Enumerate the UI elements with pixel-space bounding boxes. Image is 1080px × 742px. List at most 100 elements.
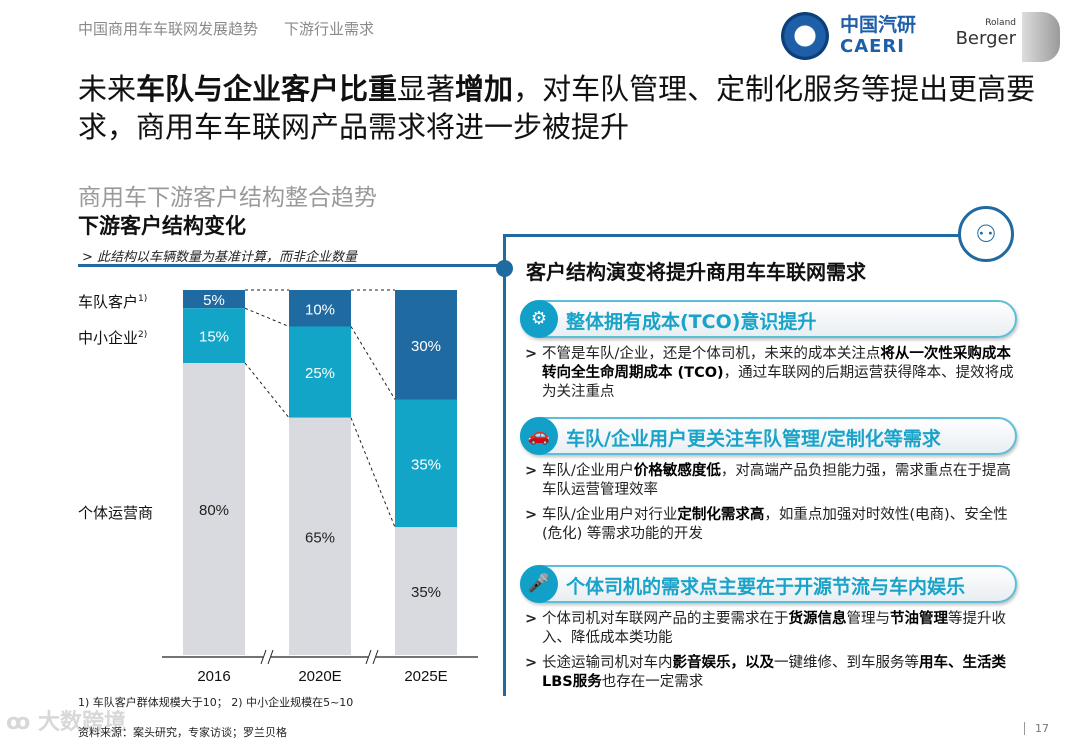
watermark: ꝏ 大数跨境 [6, 710, 127, 735]
axis-break-mark [365, 649, 372, 665]
text: 个体司机对车联网产品的主要需求在于 [542, 611, 789, 627]
panel-dot [496, 260, 513, 277]
bar-segment [183, 290, 245, 309]
axis-break-gap [263, 650, 271, 664]
data-label: 15% [199, 329, 229, 346]
data-label: 5% [203, 292, 225, 309]
text: 显著 [397, 72, 456, 106]
caeri-logo-text: 中国汽研 CAERI [840, 14, 916, 58]
roland-berger-logo: Roland Berger [954, 18, 1016, 49]
vehicles-icon: 🚗 [520, 417, 558, 455]
caeri-logo [781, 12, 829, 60]
watermark-text: 大数跨境 [38, 710, 127, 735]
text: ，对高端产品负担能力强，需求重点在于提高车队运营管理效率 [542, 463, 1011, 498]
text: 车队/企业用户 [542, 463, 634, 479]
bullet-item: 不管是车队/企业，还是个体司机，未来的成本关注点将从一次性采购成本转向全生命周期… [525, 345, 1015, 402]
bold-text: 增加 [455, 72, 514, 106]
connector-line [244, 362, 290, 419]
section-title: 商用车下游客户结构整合趋势 [78, 185, 377, 211]
text: ，如重点加强对时效性(电商)、安全性 (危化) 等需求功能的开发 [542, 507, 1008, 542]
bold-text: 车队与企业客户比重 [136, 72, 398, 106]
data-label: 65% [305, 529, 335, 546]
page-title: 未来车队与企业客户比重显著增加，对车队管理、定制化服务等提出更高要求，商用车车联… [78, 70, 1038, 146]
data-label: 30% [411, 338, 441, 355]
text: 未来 [78, 72, 137, 106]
legend-individual: 个体运营商 [78, 502, 153, 523]
text: 也存在一定需求 [601, 674, 704, 690]
bar-segment [289, 326, 351, 418]
text: 车队/企业用户对行业 [542, 507, 678, 523]
bar-segment [395, 399, 457, 528]
text: 等提升收入、降低成本类功能 [542, 611, 1006, 646]
section-title: 车队/企业用户更关注车队管理/定制化等需求 [566, 428, 941, 450]
legend-sup: 2) [138, 330, 148, 340]
page-number: 17 [1024, 722, 1049, 735]
connector-line [350, 326, 396, 400]
bold-text: 货源信息 [788, 611, 847, 627]
bullet-list: 个体司机对车联网产品的主要需求在于货源信息管理与节油管理等提升收入、降低成本类功… [525, 610, 1015, 698]
caeri-cn: 中国汽研 [840, 14, 917, 36]
data-label: 10% [305, 301, 335, 318]
axis-break-mark [267, 649, 274, 665]
divider [78, 264, 506, 267]
panel-heading: 客户结构演变将提升商用车车联网需求 [526, 260, 866, 284]
x-tick-label: 2025E [404, 668, 447, 685]
section-header: ⚙ 整体拥有成本(TCO)意识提升 [520, 300, 1017, 338]
text: 长途运输司机对车内 [542, 655, 673, 671]
bullet-list: 车队/企业用户价格敏感度低，对高端产品负担能力强，需求重点在于提高车队运营管理效… [525, 462, 1015, 550]
section-header: 🚗 车队/企业用户更关注车队管理/定制化等需求 [520, 417, 1017, 455]
section-title: 个体司机的需求点主要在于开源节流与车内娱乐 [566, 576, 966, 598]
bar-segment [395, 527, 457, 655]
chart-subtitle: 下游客户结构变化 [78, 214, 246, 238]
axis-break-mark [372, 649, 379, 665]
rb-top: Roland [985, 18, 1016, 28]
legend-sme: 中小企业2) [78, 327, 147, 348]
bar-segment [395, 290, 457, 400]
bullet-item: 车队/企业用户价格敏感度低，对高端产品负担能力强，需求重点在于提高车队运营管理效… [525, 462, 1015, 500]
x-tick-label: 2016 [197, 668, 230, 685]
text: 不管是车队/企业，还是个体司机，未来的成本关注点 [542, 346, 881, 362]
network-people-icon: ⚇ [958, 206, 1014, 262]
bold-text: 用车、生活类LBS服务 [542, 655, 1006, 690]
breadcrumb-item: 中国商用车车联网发展趋势 [78, 20, 259, 38]
bold-text: 定制化需求高 [677, 507, 765, 523]
bar-segment [289, 417, 351, 655]
chart-note: > 此结构以车辆数量为基准计算，而非企业数量 [82, 250, 358, 265]
roland-berger-b-mark [1022, 12, 1060, 62]
bold-text: 节油管理 [890, 611, 948, 627]
bold-text: 影音娱乐，以及 [672, 655, 775, 671]
bar-segment [289, 290, 351, 327]
stacked-bar-chart: 5% 15% 80% 2016 10% 25% 65% 2020E 30% 35% 35% 2025E [162, 289, 478, 685]
section-header: 🎤 个体司机的需求点主要在于开源节流与车内娱乐 [520, 565, 1017, 603]
axis-break-gap [368, 650, 376, 664]
data-label: 35% [411, 584, 441, 601]
legend-label: 中小企业 [78, 329, 139, 347]
source: 资料来源：案头研究，专家访谈；罗兰贝格 [78, 726, 287, 739]
bar-segment [183, 308, 245, 363]
bullet-item: 个体司机对车联网产品的主要需求在于货源信息管理与节油管理等提升收入、降低成本类功… [525, 610, 1015, 648]
bullet-item: 车队/企业用户对行业定制化需求高，如重点加强对时效性(电商)、安全性 (危化) … [525, 506, 1015, 544]
footnote: 1) 车队客户群体规模大于10； 2) 中小企业规模在5~10 [78, 696, 354, 709]
legend-fleet: 车队客户1) [78, 291, 147, 312]
panel-left-rule [503, 234, 506, 696]
bullet-item: 长途运输司机对车内影音娱乐，以及一键维修、到车服务等用车、生活类LBS服务也存在… [525, 654, 1015, 692]
rb-main: Berger [955, 28, 1016, 49]
text: 管理与 [846, 611, 891, 627]
data-label: 35% [411, 456, 441, 473]
bold-text: 将从一次性采购成本转向全生命周期成本 (TCO) [542, 346, 1011, 381]
axis-break-mark [260, 649, 267, 665]
panel-top-rule [503, 234, 959, 237]
text: ，对车队管理、定制化服务等提出更高要求，商用车车联网产品需求将进一步被提升 [78, 72, 1036, 144]
legend-label: 车队客户 [78, 293, 139, 311]
connector-line [350, 417, 396, 528]
connector-line [244, 307, 290, 327]
data-label: 80% [199, 502, 229, 519]
breadcrumb: 中国商用车车联网发展趋势 下游行业需求 [78, 18, 374, 39]
section-title: 整体拥有成本(TCO)意识提升 [566, 311, 817, 333]
head-gears-icon: ⚙ [520, 300, 558, 338]
legend-label: 个体运营商 [78, 504, 154, 522]
breadcrumb-item: 下游行业需求 [284, 20, 375, 38]
bold-text: 价格敏感度低 [633, 463, 721, 479]
text: ，通过车联网的后期运营获得降本、提效将成为关注重点 [542, 365, 1014, 400]
legend-sup: 1) [138, 294, 148, 304]
